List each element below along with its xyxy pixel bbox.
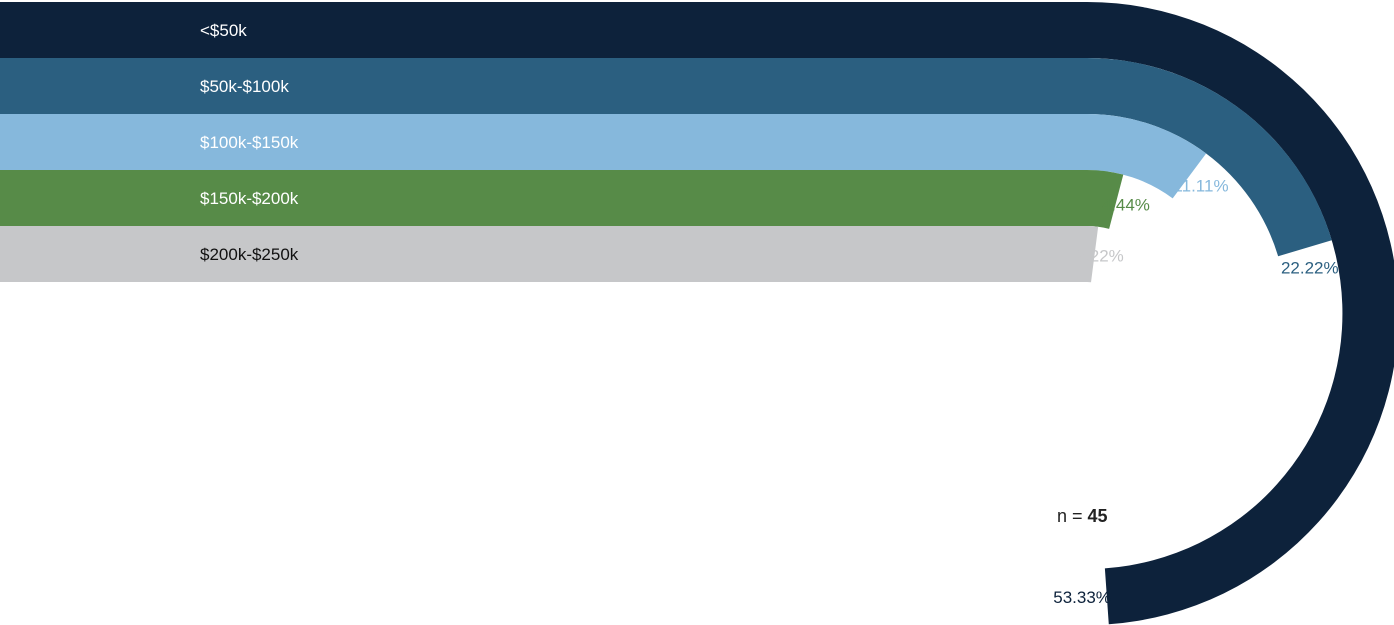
chart-band-2 (0, 114, 1207, 199)
value-label-4: 2.22% (1076, 246, 1124, 265)
value-label-3: 4.44% (1102, 196, 1150, 215)
category-label-1: $50k-$100k (200, 77, 289, 96)
category-label-4: $200k-$250k (200, 245, 299, 264)
value-label-2: 11.11% (1173, 176, 1228, 195)
sample-size-label: n = 45 (1057, 506, 1108, 526)
chart-labels: <$50k 53.33% $50k-$100k 22.22% $100k-$150k 11… (200, 21, 1339, 607)
value-label-1: 22.22% (1281, 259, 1339, 278)
category-label-2: $100k-$150k (200, 133, 299, 152)
value-label-0: 53.33% (1053, 588, 1111, 607)
chart-band-3 (0, 170, 1124, 229)
sample-size-value: 45 (1088, 506, 1108, 526)
category-label-0: <$50k (200, 21, 247, 40)
chart-band-4 (0, 226, 1099, 283)
chart-band-1 (0, 58, 1332, 257)
category-label-3: $150k-$200k (200, 189, 299, 208)
sample-size-prefix: n = (1057, 506, 1088, 526)
